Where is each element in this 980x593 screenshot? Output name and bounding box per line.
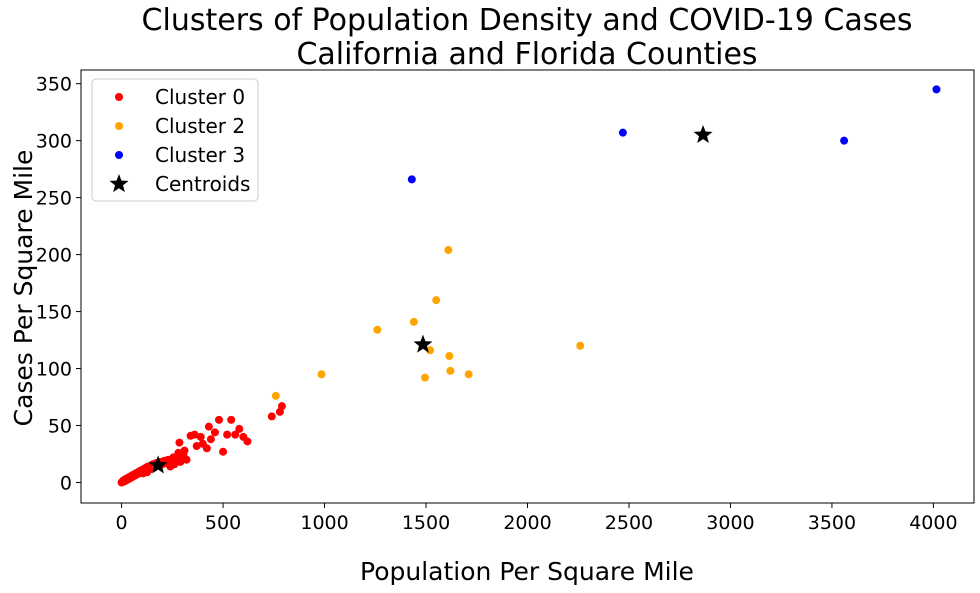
x-tick-label: 1000	[300, 512, 348, 534]
cluster-0-point	[204, 422, 213, 431]
x-tick-label: 1500	[402, 512, 450, 534]
cluster-2-point	[445, 352, 454, 361]
legend-box	[91, 78, 259, 202]
cluster-0-point	[192, 442, 201, 451]
cluster-0-point	[235, 424, 244, 433]
x-tick-label: 4000	[909, 512, 957, 534]
legend-marker-cluster-3	[115, 151, 123, 159]
cluster-0-point	[182, 455, 191, 464]
y-tick-label: 300	[36, 131, 72, 153]
y-tick-label: 350	[36, 74, 72, 96]
cluster-0-point	[210, 428, 219, 437]
legend-marker-centroids	[109, 174, 129, 193]
x-tick-label: 2000	[503, 512, 551, 534]
x-tick-label: 2500	[605, 512, 653, 534]
cluster-0-point	[202, 444, 211, 453]
centroid-star-marker	[148, 455, 168, 474]
data-marks	[117, 85, 941, 487]
y-tick-label: 0	[60, 472, 72, 494]
y-tick-label: 100	[36, 359, 72, 381]
cluster-0-point	[227, 415, 236, 424]
centroid-star-marker	[693, 124, 713, 144]
y-tick-label: 200	[36, 245, 72, 267]
cluster-0-point	[277, 402, 286, 411]
cluster-2-point	[271, 391, 280, 400]
cluster-2-point	[576, 341, 585, 350]
cluster-0-point	[215, 415, 224, 424]
cluster-0-point	[180, 446, 189, 455]
cluster-2-point	[317, 370, 326, 379]
cluster-0-point	[196, 432, 205, 441]
cluster-0-point	[206, 435, 215, 444]
y-axis-label: Cases Per Square Mile	[9, 150, 38, 427]
cluster-2-point	[446, 366, 455, 375]
y-tick-label: 150	[36, 302, 72, 324]
chart-subtitle: California and Florida Counties	[296, 37, 757, 72]
y-tick-label: 250	[36, 188, 72, 210]
x-axis-label: Population Per Square Mile	[360, 557, 694, 586]
cluster-0-point	[243, 437, 252, 446]
cluster-3-point	[618, 128, 627, 137]
cluster-2-point	[409, 317, 418, 326]
cluster-2-point	[432, 296, 441, 305]
x-tick-label: 500	[205, 512, 241, 534]
cluster-3-point	[407, 175, 416, 184]
x-tick-label: 3500	[808, 512, 856, 534]
cluster-0-point	[231, 430, 240, 439]
cluster-3-point	[932, 85, 941, 94]
legend-label-centroids: Centroids	[155, 172, 250, 196]
cluster-3-point	[840, 136, 849, 145]
chart-title: Clusters of Population Density and COVID…	[142, 3, 913, 38]
cluster-2-point	[426, 346, 435, 355]
legend-label-cluster-0: Cluster 0	[155, 85, 245, 109]
cluster-2-point	[373, 325, 382, 334]
legend-marker-cluster-2	[115, 122, 123, 130]
chart-legend: Cluster 0 Cluster 2 Cluster 3 Centroids	[91, 78, 259, 202]
legend-label-cluster-2: Cluster 2	[155, 114, 245, 138]
y-axis-ticks: 0 50 100 150 200 250 300 350	[36, 74, 81, 494]
x-axis-ticks: 0 500 1000 1500 2000 2500 3000 3500 4000	[116, 503, 958, 534]
legend-marker-cluster-0	[115, 93, 123, 101]
y-tick-label: 50	[48, 416, 72, 438]
cluster-0-point	[267, 412, 276, 421]
cluster-0-point	[219, 447, 228, 456]
cluster-0-point	[190, 430, 199, 439]
x-tick-label: 3000	[706, 512, 754, 534]
x-tick-label: 0	[116, 512, 128, 534]
cluster-2-point	[444, 246, 453, 255]
cluster-0-point	[223, 430, 232, 439]
cluster-0-point	[175, 438, 184, 447]
cluster-2-point	[464, 370, 473, 379]
centroid-star-marker	[413, 334, 433, 353]
legend-label-cluster-3: Cluster 3	[155, 143, 245, 167]
cluster-2-point	[421, 373, 430, 382]
